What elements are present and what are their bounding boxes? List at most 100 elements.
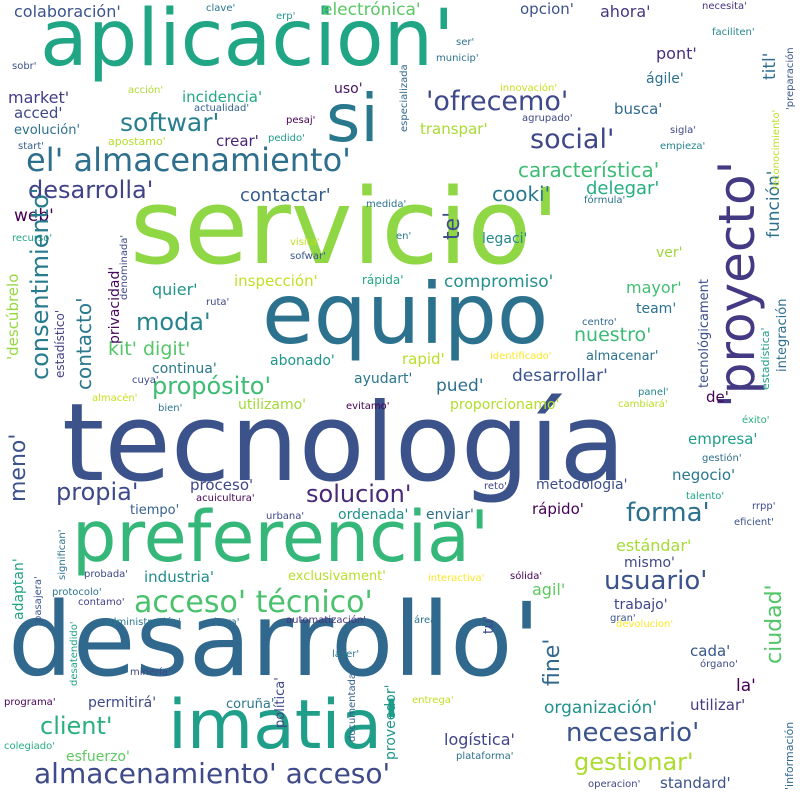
word: pued'	[436, 376, 484, 396]
word: sobr'	[12, 61, 37, 72]
word: colegiado'	[4, 741, 56, 752]
word: crear'	[216, 132, 259, 150]
word: ágile'	[646, 71, 684, 87]
word: pedido'	[268, 133, 305, 144]
word: urbana'	[266, 511, 305, 522]
word: meno'	[6, 433, 31, 502]
word: devolucion'	[616, 619, 674, 630]
word: gran'	[610, 613, 636, 624]
word: órgano'	[700, 659, 738, 670]
word: web'	[14, 206, 54, 226]
word: market'	[8, 88, 70, 107]
word: pasajera'	[33, 576, 44, 622]
word: evolución'	[14, 123, 81, 138]
word: propia'	[56, 478, 139, 506]
word: ordenada'	[338, 507, 409, 523]
word: pesaj'	[286, 115, 316, 126]
word: automatización'	[286, 615, 366, 626]
word: fine'	[540, 638, 565, 686]
word: centro'	[582, 317, 617, 328]
word: administración'	[104, 617, 181, 628]
word: pont'	[656, 44, 697, 63]
word: agil'	[532, 580, 566, 599]
word: municip'	[436, 53, 479, 64]
word: inspección'	[234, 272, 318, 290]
word: eficient'	[734, 517, 774, 528]
word: hora'	[214, 617, 240, 628]
word: adaptan'	[11, 558, 27, 620]
word: cooki'	[492, 182, 551, 206]
word: política'	[273, 677, 288, 728]
word: contactar'	[240, 185, 331, 206]
word: 'información	[783, 721, 796, 790]
word: ahora'	[600, 2, 651, 21]
word: legaci'	[482, 231, 528, 247]
word: rrpp'	[752, 501, 776, 512]
word: 'descúbrelo	[4, 273, 22, 360]
word: gestionar'	[574, 748, 694, 776]
word: necesita'	[702, 1, 747, 12]
word: permitirá'	[88, 695, 157, 711]
word: desarrollo'	[8, 581, 541, 700]
word: empieza'	[660, 141, 706, 152]
word: negocio'	[672, 466, 736, 484]
word: forma'	[626, 498, 710, 528]
word: industria'	[144, 568, 215, 586]
word: probada'	[84, 569, 129, 580]
word: exclusivament'	[288, 569, 386, 584]
word: delegar'	[586, 178, 660, 199]
word: client'	[40, 712, 113, 740]
word: proveedor'	[383, 684, 399, 760]
word: utilizamo'	[238, 397, 307, 413]
word: propósito'	[152, 372, 272, 400]
word: mayor'	[626, 278, 682, 297]
word: standard'	[660, 774, 731, 792]
word: sofwar'	[290, 251, 326, 262]
word: faciliten'	[712, 27, 755, 38]
word: utilizar'	[690, 696, 746, 714]
word: 'proyecto'	[708, 160, 766, 408]
word: metodología'	[536, 477, 628, 493]
word: compromiso'	[444, 272, 554, 292]
word: colaboración'	[14, 2, 121, 21]
word: área'	[414, 615, 440, 626]
word: sólida'	[510, 571, 543, 582]
word: agrupado'	[522, 113, 573, 124]
word: programa'	[4, 697, 56, 708]
word: servicio'	[130, 166, 560, 288]
word: visita'	[290, 237, 320, 248]
word: cada'	[690, 642, 731, 660]
word: coruña'	[226, 697, 275, 712]
word: desarrollar'	[512, 366, 608, 386]
word: rápido'	[532, 500, 584, 518]
word: reto'	[484, 481, 507, 492]
word: kit' digit'	[108, 338, 191, 360]
word: tecnología	[62, 381, 626, 506]
word: apostamo'	[108, 135, 166, 148]
word: ver'	[656, 245, 683, 261]
word: aplicacion'	[40, 0, 455, 84]
word: si	[326, 80, 379, 157]
word: quier'	[152, 280, 198, 299]
word: estadístico'	[53, 309, 67, 378]
word: usuario'	[604, 566, 708, 596]
word: desatendido'	[69, 621, 80, 686]
word: logística'	[444, 730, 515, 749]
word: erp'	[276, 11, 296, 22]
word: transpar'	[420, 120, 488, 138]
word: enviar'	[426, 507, 474, 523]
word: el' almacenamiento'	[26, 141, 351, 179]
word: 'preparación	[785, 47, 796, 110]
word: proporcionamo'	[450, 397, 560, 413]
word: necesario'	[566, 718, 700, 748]
word: protocolo'	[52, 587, 102, 598]
word: documentada'	[347, 670, 358, 742]
word: de'	[706, 388, 729, 406]
word: ser'	[456, 37, 475, 48]
word: ayudart'	[354, 371, 413, 387]
word: significan'	[57, 529, 68, 580]
word: electrónica'	[322, 0, 421, 20]
word: acced'	[14, 104, 63, 122]
word: interactiva'	[428, 573, 485, 584]
